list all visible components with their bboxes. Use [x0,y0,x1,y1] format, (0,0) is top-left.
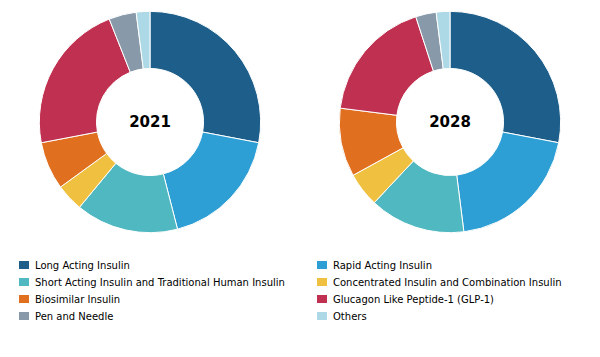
svg-text:2028: 2028 [429,113,471,131]
svg-text:Glucagon Like Peptide-1 (GLP-1: Glucagon Like Peptide-1 (GLP-1) [333,294,494,305]
svg-text:Others: Others [333,311,367,322]
svg-text:Short Acting Insulin and Tradi: Short Acting Insulin and Traditional Hum… [35,277,285,288]
svg-text:Concentrated Insulin and Combi: Concentrated Insulin and Combination Ins… [333,277,562,288]
svg-text:Long Acting Insulin: Long Acting Insulin [35,260,130,271]
svg-text:Biosimilar Insulin: Biosimilar Insulin [35,294,120,305]
svg-text:Rapid Acting Insulin: Rapid Acting Insulin [333,260,432,271]
svg-text:2021: 2021 [129,113,171,131]
svg-text:Pen and Needle: Pen and Needle [35,311,113,322]
